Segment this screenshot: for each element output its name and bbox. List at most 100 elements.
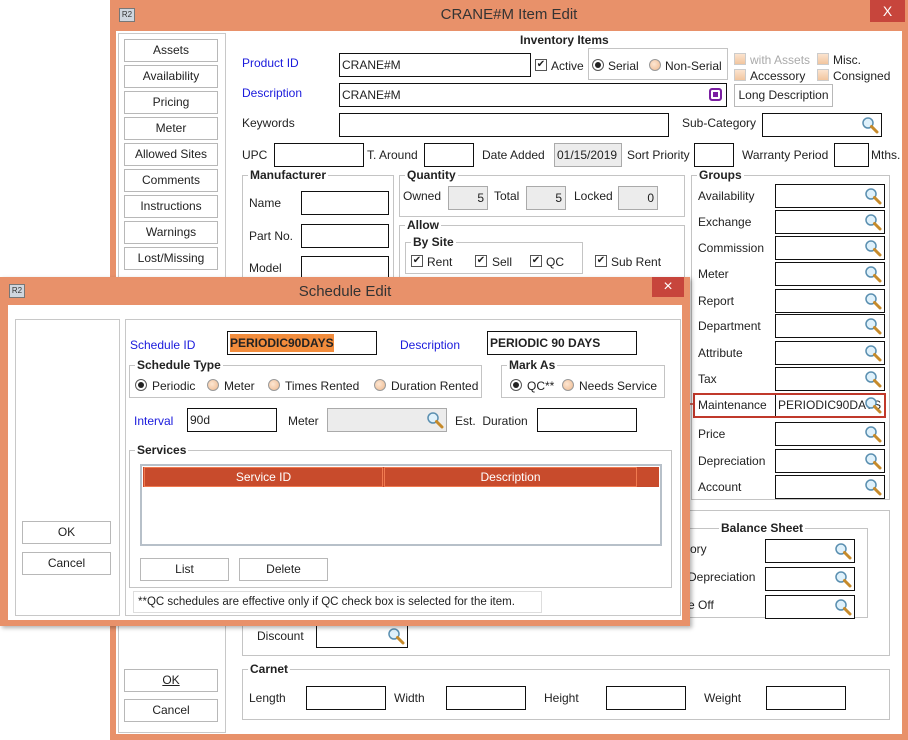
mfr-part-no-input[interactable] <box>301 224 389 248</box>
times-rented-radio[interactable] <box>268 379 280 391</box>
qc-checkbox[interactable]: ✔ <box>530 255 542 267</box>
width-input[interactable] <box>446 686 526 710</box>
schedule-id-input[interactable]: PERIODIC90DAYS <box>227 331 377 355</box>
search-icon[interactable] <box>864 213 882 231</box>
group-account-input[interactable] <box>775 475 885 499</box>
est-duration-input[interactable] <box>537 408 637 432</box>
search-icon[interactable] <box>864 452 882 470</box>
nav-instructions[interactable]: Instructions <box>124 195 218 218</box>
search-icon[interactable] <box>864 317 882 335</box>
product-id-input[interactable]: CRANE#M <box>339 53 531 77</box>
consigned-checkbox[interactable] <box>817 69 829 81</box>
nav-allowed-sites[interactable]: Allowed Sites <box>124 143 218 166</box>
misc-checkbox[interactable] <box>817 53 829 65</box>
group-exchange-input[interactable] <box>775 210 885 234</box>
upc-input[interactable] <box>274 143 364 167</box>
search-icon[interactable] <box>834 570 852 588</box>
search-icon[interactable] <box>864 265 882 283</box>
interval-input[interactable]: 90d <box>187 408 277 432</box>
services-table[interactable]: Service ID Description <box>140 464 662 546</box>
mfr-model-input[interactable] <box>301 256 389 280</box>
delete-button[interactable]: Delete <box>239 558 328 581</box>
sort-priority-input[interactable] <box>694 143 734 167</box>
group-attribute-input[interactable] <box>775 341 885 365</box>
qc-radio[interactable] <box>510 379 522 391</box>
sub-rent-label: Sub Rent <box>611 255 662 269</box>
search-icon[interactable] <box>864 239 882 257</box>
group-department-input[interactable] <box>775 314 885 338</box>
nav-pricing[interactable]: Pricing <box>124 91 218 114</box>
active-checkbox[interactable]: ✔ <box>535 59 547 71</box>
search-icon[interactable] <box>834 598 852 616</box>
meter-radio[interactable] <box>207 379 219 391</box>
search-icon[interactable] <box>864 478 882 496</box>
accessory-checkbox[interactable] <box>734 69 746 81</box>
nav-comments[interactable]: Comments <box>124 169 218 192</box>
sort-priority-label: Sort Priority <box>627 148 690 162</box>
nav-meter[interactable]: Meter <box>124 117 218 140</box>
mfr-name-input[interactable] <box>301 191 389 215</box>
list-button[interactable]: List <box>140 558 229 581</box>
long-description-button[interactable]: Long Description <box>734 84 833 107</box>
mfr-model-label: Model <box>249 261 282 275</box>
dialog-close-button[interactable]: × <box>652 277 684 297</box>
app-logo-icon: R2 <box>9 284 25 298</box>
expand-icon[interactable] <box>709 88 722 101</box>
cancel-button[interactable]: Cancel <box>124 699 218 722</box>
schedule-description-input[interactable]: PERIODIC 90 DAYS <box>487 331 637 355</box>
nav-availability[interactable]: Availability <box>124 65 218 88</box>
search-icon[interactable] <box>861 116 879 134</box>
search-icon[interactable] <box>864 292 882 310</box>
search-icon[interactable] <box>864 344 882 362</box>
discount-input[interactable] <box>316 624 408 648</box>
column-header-service-id[interactable]: Service ID <box>144 467 383 487</box>
rent-checkbox[interactable]: ✔ <box>411 255 423 267</box>
nav-warnings[interactable]: Warnings <box>124 221 218 244</box>
search-icon[interactable] <box>834 542 852 560</box>
group-tax-input[interactable] <box>775 367 885 391</box>
search-icon[interactable] <box>864 396 882 414</box>
search-icon[interactable] <box>864 187 882 205</box>
keywords-input[interactable] <box>339 113 669 137</box>
non-serial-radio[interactable] <box>649 59 661 71</box>
dialog-ok-button[interactable]: OK <box>22 521 111 544</box>
nav-assets[interactable]: Assets <box>124 39 218 62</box>
sell-checkbox[interactable]: ✔ <box>475 255 487 267</box>
group-depreciation-input[interactable] <box>775 449 885 473</box>
sub-category-input[interactable] <box>762 113 882 137</box>
search-icon[interactable] <box>864 425 882 443</box>
close-button[interactable]: X <box>870 0 905 22</box>
search-icon[interactable] <box>864 370 882 388</box>
description-input[interactable]: CRANE#M <box>339 83 727 107</box>
column-header-description[interactable]: Description <box>384 467 637 487</box>
group-report-input[interactable] <box>775 289 885 313</box>
with-assets-checkbox[interactable] <box>734 53 746 65</box>
length-input[interactable] <box>306 686 386 710</box>
weight-input[interactable] <box>766 686 846 710</box>
group-price-input[interactable] <box>775 422 885 446</box>
periodic-radio[interactable] <box>135 379 147 391</box>
serial-radio[interactable] <box>592 59 604 71</box>
bs-depreciation-input[interactable] <box>765 567 855 591</box>
duration-rented-radio[interactable] <box>374 379 386 391</box>
group-availability-input[interactable] <box>775 184 885 208</box>
sub-rent-checkbox[interactable]: ✔ <box>595 255 607 267</box>
group-maintenance-label: Maintenance <box>698 398 767 412</box>
meter-input[interactable] <box>327 408 447 432</box>
ok-button[interactable]: OK <box>124 669 218 692</box>
warranty-period-input[interactable] <box>834 143 869 167</box>
bs-write-off-input[interactable] <box>765 595 855 619</box>
group-commission-input[interactable] <box>775 236 885 260</box>
group-meter-input[interactable] <box>775 262 885 286</box>
t-around-input[interactable] <box>424 143 474 167</box>
dialog-cancel-button[interactable]: Cancel <box>22 552 111 575</box>
search-icon[interactable] <box>387 627 405 645</box>
height-input[interactable] <box>606 686 686 710</box>
bs-inventory-input[interactable] <box>765 539 855 563</box>
bs-write-off-label: e Off <box>688 598 714 612</box>
needs-service-radio[interactable] <box>562 379 574 391</box>
balance-sheet-title: Balance Sheet <box>719 521 806 535</box>
nav-lost-missing[interactable]: Lost/Missing <box>124 247 218 270</box>
search-icon[interactable] <box>426 411 444 429</box>
group-maintenance-input[interactable]: PERIODIC90DAYS <box>775 393 885 417</box>
